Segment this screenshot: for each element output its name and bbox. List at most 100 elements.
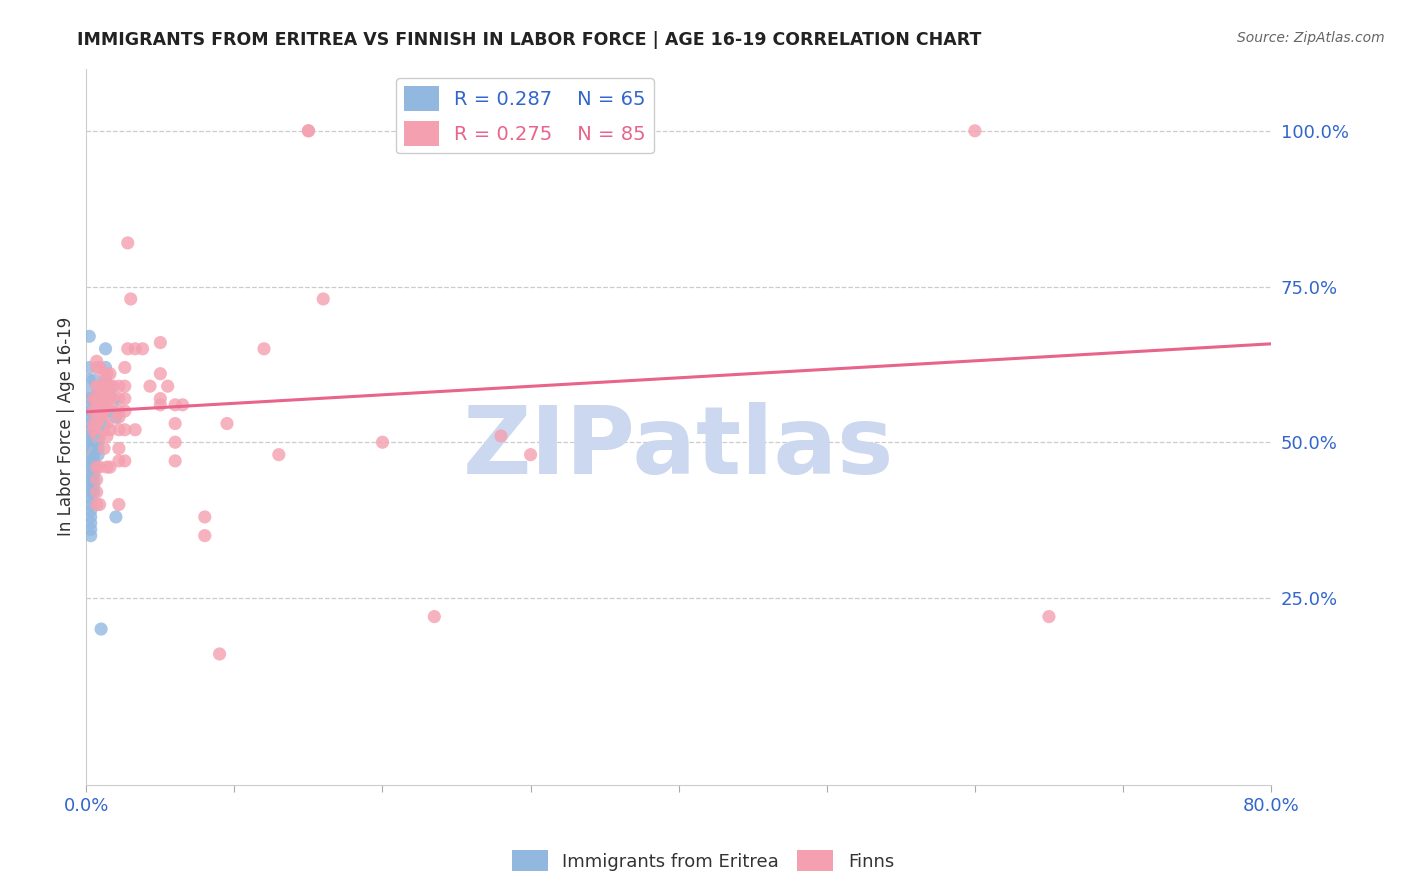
Point [108,404,131,418]
Point [80,491,103,506]
Point [83,423,105,437]
Point [98,423,121,437]
Point [83,442,105,456]
Point [77,385,100,400]
Point [83,485,105,500]
Point [80,467,103,481]
Point [93,417,115,431]
Point [139,379,162,393]
Point [96,385,118,400]
Point [165,454,187,468]
Y-axis label: In Labor Force | Age 16-19: In Labor Force | Age 16-19 [58,317,75,536]
Point [114,360,136,375]
Point [165,417,187,431]
Point [108,392,131,406]
Point [89,498,111,512]
Point [86,354,108,368]
Point [83,417,105,431]
Point [87,442,110,456]
Point [80,442,103,456]
Point [98,367,121,381]
Point [80,510,103,524]
Point [93,404,115,418]
Point [80,435,103,450]
Point [312,292,335,306]
Point [86,498,108,512]
Point [87,385,110,400]
Point [83,448,105,462]
Point [108,410,131,425]
Point [93,392,115,406]
Point [120,292,142,306]
Legend: Immigrants from Eritrea, Finns: Immigrants from Eritrea, Finns [505,843,901,879]
Point [165,435,187,450]
Point [98,404,121,418]
Point [80,404,103,418]
Point [89,423,111,437]
Point [963,124,986,138]
Point [86,360,108,375]
Point [77,360,100,375]
Point [117,235,139,250]
Point [87,398,110,412]
Point [80,522,103,536]
Point [80,516,103,531]
Point [80,498,103,512]
Point [149,398,172,412]
Point [101,379,124,393]
Point [80,392,103,406]
Point [77,373,100,387]
Point [108,454,131,468]
Point [371,435,394,450]
Point [194,528,217,542]
Point [94,360,117,375]
Point [1038,609,1060,624]
Point [156,379,179,393]
Point [90,622,112,636]
Point [108,423,131,437]
Point [194,510,217,524]
Point [453,124,475,138]
Point [77,329,100,343]
Point [108,442,131,456]
Point [83,473,105,487]
Point [83,392,105,406]
Point [83,467,105,481]
Point [83,479,105,493]
Point [83,404,105,418]
Point [423,609,446,624]
Point [86,398,108,412]
Point [114,379,136,393]
Point [80,479,103,493]
Point [87,448,110,462]
Point [114,454,136,468]
Point [89,398,111,412]
Point [87,429,110,443]
Point [489,429,512,443]
Point [94,385,117,400]
Point [83,435,105,450]
Point [96,460,118,475]
Point [98,460,121,475]
Point [90,385,112,400]
Point [165,398,187,412]
Point [96,392,118,406]
Point [80,460,103,475]
Point [114,423,136,437]
Text: Source: ZipAtlas.com: Source: ZipAtlas.com [1237,31,1385,45]
Legend: R = 0.287    N = 65, R = 0.275    N = 85: R = 0.287 N = 65, R = 0.275 N = 85 [396,78,654,153]
Point [93,367,115,381]
Point [93,385,115,400]
Point [89,460,111,475]
Point [80,485,103,500]
Point [124,423,146,437]
Point [86,404,108,418]
Point [149,392,172,406]
Point [87,423,110,437]
Point [80,417,103,431]
Point [86,429,108,443]
Point [86,473,108,487]
Point [267,448,290,462]
Point [83,460,105,475]
Point [93,379,115,393]
